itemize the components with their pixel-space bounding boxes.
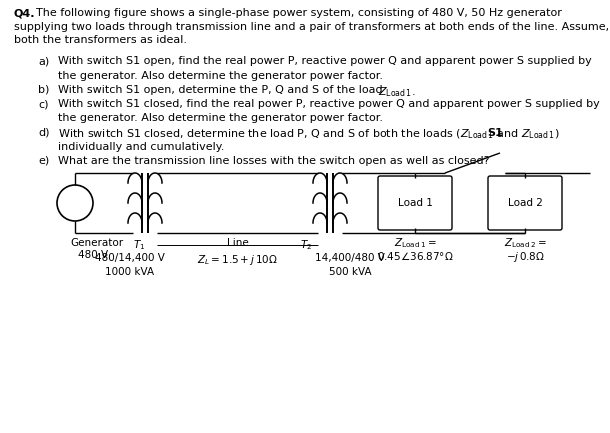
Text: $T_2$: $T_2$ — [300, 238, 312, 252]
Text: Q4.: Q4. — [14, 8, 35, 18]
Text: 480/14,400 V: 480/14,400 V — [95, 253, 165, 263]
Text: What are the transmission line losses with the switch open as well as closed?: What are the transmission line losses wi… — [58, 156, 489, 166]
Text: b): b) — [38, 85, 49, 95]
Text: 500 kVA: 500 kVA — [329, 267, 371, 277]
Text: individually and cumulatively.: individually and cumulatively. — [58, 142, 224, 152]
Text: Generator: Generator — [70, 238, 123, 248]
Text: The following figure shows a single-phase power system, consisting of 480 V, 50 : The following figure shows a single-phas… — [36, 8, 562, 18]
Text: With switch S1 open, determine the P, Q and S of the load: With switch S1 open, determine the P, Q … — [58, 85, 386, 95]
Text: Line: Line — [227, 238, 248, 248]
Text: 1000 kVA: 1000 kVA — [106, 267, 154, 277]
Text: $Z_{\mathrm{Load\,1}}$.: $Z_{\mathrm{Load\,1}}$. — [378, 85, 415, 99]
Text: the generator. Also determine the generator power factor.: the generator. Also determine the genera… — [58, 71, 383, 81]
Text: c): c) — [38, 99, 49, 109]
Text: $Z_{\mathrm{Load\,2}}=$: $Z_{\mathrm{Load\,2}}=$ — [504, 236, 547, 250]
Text: $0.45\angle36.87°\Omega$: $0.45\angle36.87°\Omega$ — [377, 250, 453, 262]
Text: With switch S1 open, find the real power P, reactive power Q and apparent power : With switch S1 open, find the real power… — [58, 56, 592, 67]
Text: both the transformers as ideal.: both the transformers as ideal. — [14, 35, 187, 45]
Text: Load 2: Load 2 — [508, 198, 542, 208]
Text: the generator. Also determine the generator power factor.: the generator. Also determine the genera… — [58, 113, 383, 123]
Text: $T_1$: $T_1$ — [133, 238, 145, 252]
Text: 480 V: 480 V — [78, 250, 108, 260]
Text: With switch S1 closed, find the real power P, reactive power Q and apparent powe: With switch S1 closed, find the real pow… — [58, 99, 600, 109]
Text: supplying two loads through transmission line and a pair of transformers at both: supplying two loads through transmission… — [14, 22, 609, 32]
Text: d): d) — [38, 127, 49, 137]
Text: a): a) — [38, 56, 49, 67]
Text: With switch S1 closed, determine the load P, Q and S of both the loads ($Z_{\mat: With switch S1 closed, determine the loa… — [58, 127, 559, 141]
Text: $Z_{\mathrm{Load\,1}}=$: $Z_{\mathrm{Load\,1}}=$ — [393, 236, 436, 250]
Text: $-j\,0.8\Omega$: $-j\,0.8\Omega$ — [506, 250, 545, 264]
Text: e): e) — [38, 156, 49, 166]
Text: S1: S1 — [487, 128, 503, 138]
Text: $Z_L = 1.5 + j\,10\Omega$: $Z_L = 1.5 + j\,10\Omega$ — [197, 253, 278, 267]
Text: 14,400/480 V: 14,400/480 V — [315, 253, 385, 263]
Text: Load 1: Load 1 — [398, 198, 432, 208]
